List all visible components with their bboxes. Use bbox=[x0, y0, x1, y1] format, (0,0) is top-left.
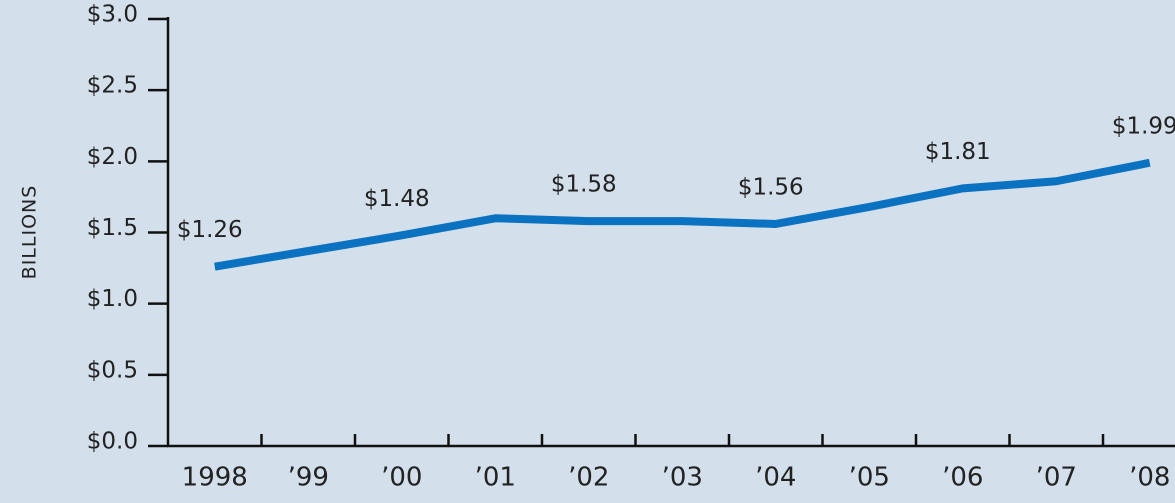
x-tick-label: ’99 bbox=[288, 463, 329, 493]
data-line bbox=[214, 158, 1151, 271]
x-tick-label: ’08 bbox=[1129, 463, 1170, 493]
data-label: $1.58 bbox=[551, 172, 617, 198]
x-tick-label: ’07 bbox=[1036, 463, 1077, 493]
y-tick-label: $0.5 bbox=[87, 357, 138, 383]
x-tick-label: ’01 bbox=[475, 463, 516, 493]
y-tick-label: $2.5 bbox=[87, 73, 138, 99]
y-tick-label: $1.0 bbox=[87, 286, 138, 312]
data-label: $1.48 bbox=[364, 186, 430, 212]
x-tick-label: 1998 bbox=[182, 463, 248, 493]
data-label: $1.26 bbox=[177, 217, 243, 243]
x-tick-label: ’02 bbox=[568, 463, 609, 493]
x-tick-label: ’06 bbox=[942, 463, 983, 493]
x-tick-label: ’05 bbox=[849, 463, 890, 493]
y-tick-label: $1.5 bbox=[87, 215, 138, 241]
x-tick-label: ’04 bbox=[755, 463, 796, 493]
y-tick-label: $2.0 bbox=[87, 144, 138, 170]
y-tick-label: $0.0 bbox=[87, 429, 138, 455]
data-label: $1.99 bbox=[1112, 113, 1175, 139]
x-tick-label: ’00 bbox=[381, 463, 422, 493]
y-tick-label: $3.0 bbox=[87, 2, 138, 28]
x-tick-label: ’03 bbox=[662, 463, 703, 493]
data-label: $1.56 bbox=[738, 174, 804, 200]
data-label: $1.81 bbox=[925, 139, 991, 165]
y-axis-label: BILLIONS bbox=[19, 185, 41, 280]
